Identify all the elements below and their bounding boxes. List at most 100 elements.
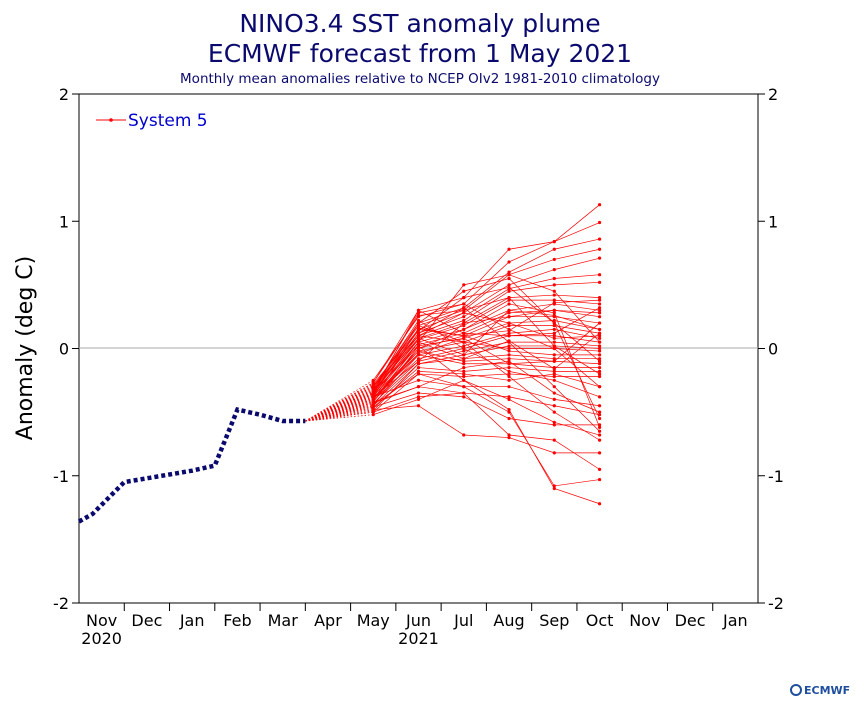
ensemble-point: [552, 257, 556, 262]
ensemble-point: [597, 395, 602, 399]
ensemble-line: [372, 329, 600, 399]
ensemble-point: [416, 404, 421, 408]
ensemble-point: [416, 308, 421, 312]
ensemble-point: [597, 306, 602, 310]
ensemble-point: [507, 433, 511, 437]
ensemble-point: [416, 331, 421, 335]
x-tick-label: Dec: [675, 611, 706, 630]
ensemble-point: [416, 346, 421, 351]
ensemble-point: [507, 273, 511, 277]
ecmwf-logo: ECMWF: [790, 684, 850, 697]
ensemble-point: [507, 365, 511, 370]
ensemble-point: [597, 359, 602, 363]
ensemble-point: [507, 407, 511, 412]
ensemble-point: [507, 339, 511, 343]
ensemble-point: [597, 203, 602, 207]
ensemble-point: [462, 344, 466, 348]
ensemble-member: [305, 318, 602, 422]
ensemble-member: [305, 359, 602, 422]
ensemble-line: [372, 312, 600, 386]
ensemble-member: [305, 378, 602, 506]
ensemble-point: [597, 298, 602, 302]
ensemble-line: [372, 341, 600, 404]
ensemble-point: [552, 420, 556, 424]
ensemble-point: [552, 311, 556, 315]
ensemble-point: [462, 323, 466, 328]
ensemble-point: [416, 362, 421, 366]
ensemble-point: [416, 369, 421, 374]
logo-mark: [790, 684, 802, 696]
ensemble-line: [372, 345, 600, 407]
ensemble-member: [305, 331, 602, 422]
ensemble-lead-segment: [305, 405, 374, 422]
y-tick-label-left: 2: [59, 85, 69, 104]
y-tick-label-left: -1: [53, 467, 69, 486]
ensemble-point: [462, 334, 466, 338]
ensemble-point: [552, 240, 556, 244]
ensemble-point: [507, 344, 511, 348]
ensemble-point: [597, 357, 602, 361]
ensemble-lead-segment: [305, 379, 374, 422]
ensemble-point: [597, 413, 602, 417]
ensemble-point: [462, 327, 466, 332]
ensemble-point: [597, 315, 602, 319]
x-tick-label: Feb: [223, 611, 251, 630]
ensemble-point: [462, 433, 466, 437]
ensemble-line: [372, 307, 600, 432]
ensemble-point: [552, 318, 556, 323]
ensemble-point: [371, 381, 375, 385]
ensemble-point: [416, 357, 421, 361]
chart-title: NINO3.4 SST anomaly plume: [239, 9, 600, 38]
ensemble-point: [507, 369, 511, 374]
ensemble-point: [507, 435, 511, 440]
ensemble-lead-segment: [305, 410, 374, 422]
ensemble-point: [416, 336, 421, 340]
ensemble-point: [507, 372, 511, 376]
ensemble-line: [373, 379, 600, 505]
ensemble-line: [372, 341, 600, 395]
ensemble-point: [462, 340, 466, 344]
ensemble-lead-segment: [305, 383, 374, 422]
ensemble-point: [597, 429, 602, 433]
ensemble-lead-segment: [305, 386, 374, 422]
ensemble-point: [552, 372, 556, 376]
ensemble-point: [597, 321, 602, 325]
ensemble-point: [462, 395, 466, 399]
ensemble-line: [372, 294, 600, 391]
ensemble-point: [597, 237, 602, 241]
ensemble-lead-segment: [305, 382, 374, 422]
ensemble-lead-segment: [305, 400, 374, 422]
ensemble-point: [597, 433, 602, 437]
ensemble-point: [552, 276, 556, 281]
ensemble-point: [597, 331, 602, 335]
y-tick-label-right: 1: [768, 212, 778, 231]
ensemble-point: [552, 410, 556, 414]
ensemble-members: [305, 203, 602, 506]
ensemble-point: [552, 289, 556, 293]
ensemble-point: [462, 331, 466, 335]
ensemble-point: [552, 385, 556, 389]
ensemble-lead-segment: [305, 414, 374, 422]
ensemble-point: [552, 438, 556, 442]
ensemble-point: [597, 467, 602, 471]
ensemble-lead-segment: [305, 395, 374, 422]
x-tick-label: May: [357, 611, 390, 630]
ensemble-line: [373, 309, 600, 398]
ensemble-point: [507, 395, 511, 399]
ensemble-line: [373, 373, 600, 413]
ensemble-point: [416, 334, 421, 338]
ensemble-point: [416, 385, 421, 389]
ensemble-point: [552, 397, 556, 401]
x-tick-label: Aug: [493, 611, 524, 630]
ensemble-point: [462, 289, 466, 293]
ensemble-point: [552, 378, 556, 382]
ensemble-point: [507, 321, 511, 325]
ensemble-point: [507, 296, 511, 300]
x-tick-label: Jun: [405, 611, 431, 630]
ensemble-point: [552, 321, 556, 325]
ensemble-point: [462, 321, 466, 325]
ensemble-line: [373, 371, 600, 408]
ensemble-point: [552, 336, 556, 340]
ensemble-point: [552, 353, 556, 357]
ensemble-point: [552, 369, 556, 374]
